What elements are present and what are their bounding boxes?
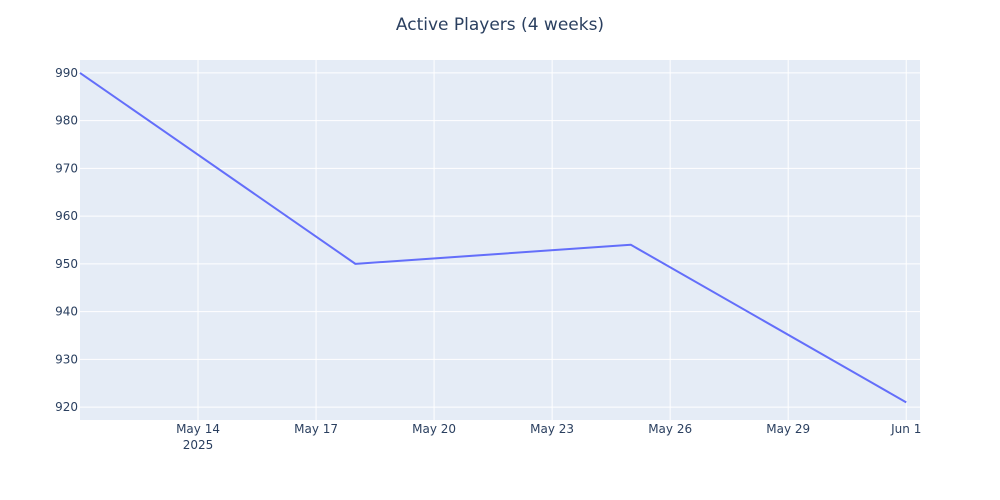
x-tick-label: May 17 [294,422,338,436]
x-tick-label: May 26 [648,422,692,436]
grid-lines [80,60,920,420]
x-tick-label: May 23 [530,422,574,436]
x-tick-label: May 14 [176,422,220,436]
x-tick-sublabel: 2025 [183,438,214,452]
x-tick-label: May 20 [412,422,456,436]
y-tick-label: 980 [55,114,78,128]
y-tick-label: 920 [55,400,78,414]
y-tick-label: 990 [55,66,78,80]
y-tick-label: 970 [55,161,78,175]
y-axis: 920 930 940 950 960 970 980 990 [55,66,78,414]
y-tick-label: 940 [55,305,78,319]
y-tick-label: 930 [55,352,78,366]
y-tick-label: 960 [55,209,78,223]
x-tick-label: May 29 [766,422,810,436]
x-axis: May 14 2025 May 17 May 20 May 23 May 26 May 29… [176,422,921,452]
series-line [79,72,907,404]
x-tick-label: Jun 1 [890,422,921,436]
chart-title: Active Players (4 weeks) [396,15,604,35]
plot-area [80,60,920,420]
y-tick-label: 950 [55,257,78,271]
series-lines [79,72,907,404]
